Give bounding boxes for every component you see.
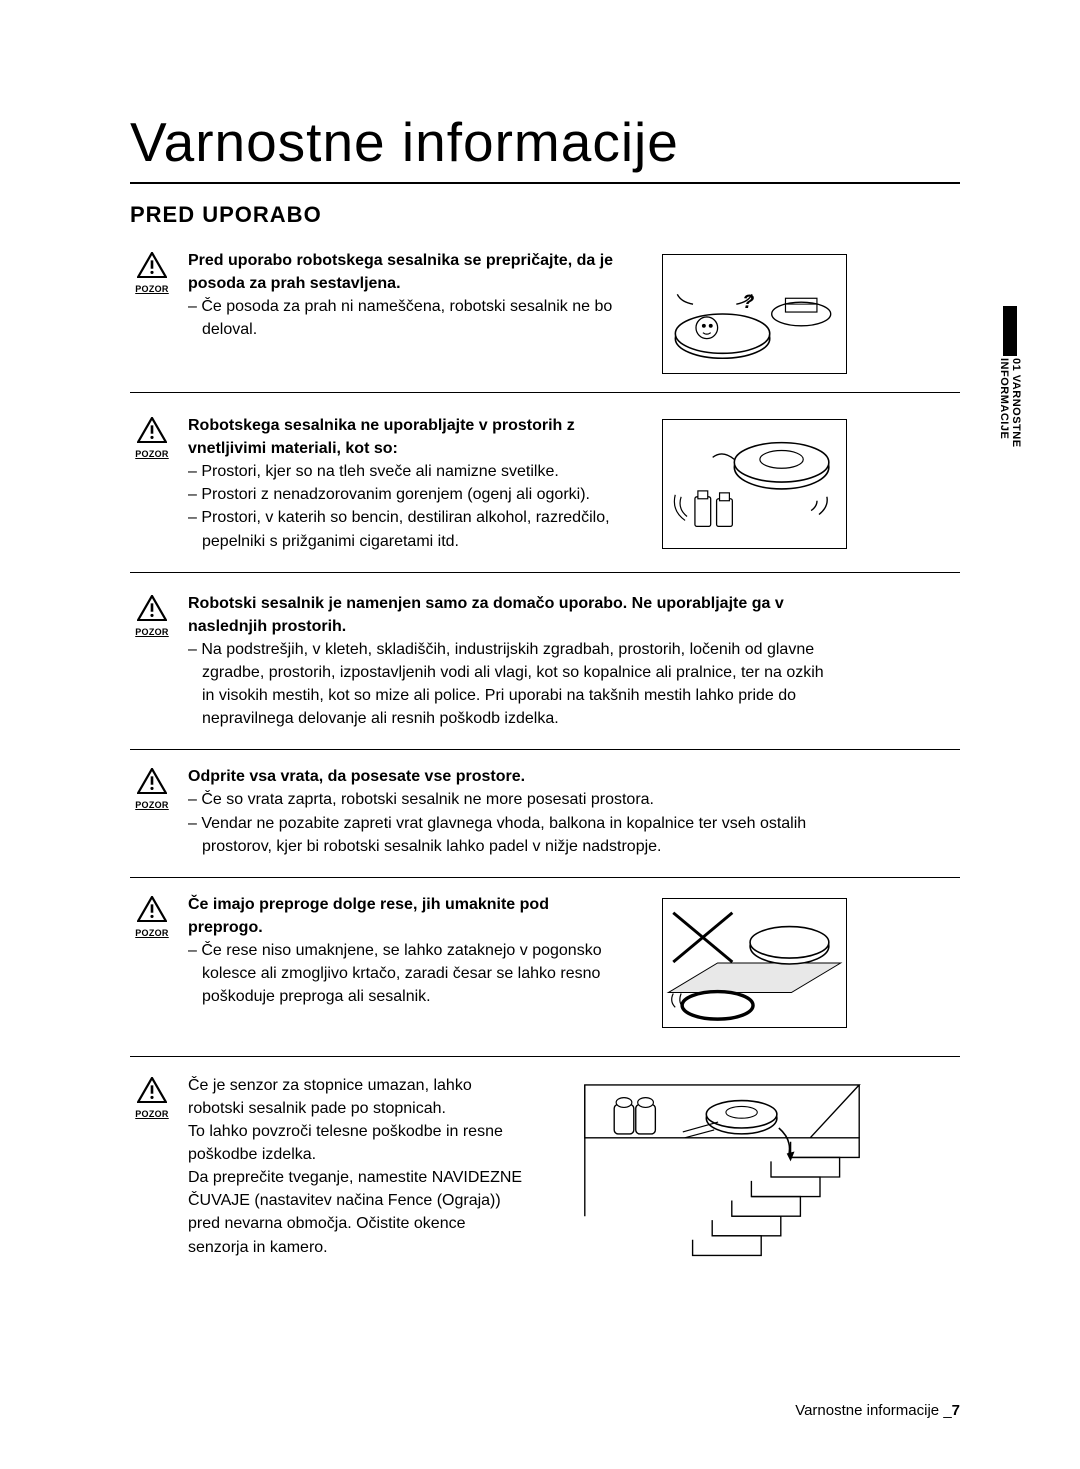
body-line: Če je senzor za stopnice umazan, lahko [188, 1075, 558, 1096]
page-title: Varnostne informacije [130, 110, 960, 184]
side-tab-text: 01 VARNOSTNE INFORMACIJE [998, 358, 1022, 526]
body-line: nepravilnega delovanje ali resnih poškod… [188, 708, 960, 729]
bold-line: Odprite vsa vrata, da posesate vse prost… [188, 766, 960, 787]
block-text: Odprite vsa vrata, da posesate vse prost… [188, 766, 960, 858]
body-line: robotski sesalnik pade po stopnicah. [188, 1098, 558, 1119]
block-text: Robotski sesalnik je namenjen samo za do… [188, 593, 960, 732]
body-line: ČUVAJE (nastavitev načina Fence (Ograja)… [188, 1190, 558, 1211]
caution-icon-col: POZOR [130, 250, 174, 374]
body-line: in visokih mestih, kot so mize ali polic… [188, 685, 960, 706]
body-line: poškoduje preproga ali sesalnik. [188, 986, 648, 1007]
illustration [662, 894, 847, 1028]
body-line: prostorov, kjer bi robotski sesalnik lah… [188, 836, 960, 857]
illustration: ? [662, 250, 847, 374]
body-line: – Prostori z nenadzorovanim gorenjem (og… [188, 484, 648, 505]
bold-line: Robotskega sesalnika ne uporabljajte v p… [188, 415, 648, 436]
bold-line: Pred uporabo robotskega sesalnika se pre… [188, 250, 648, 271]
body-line: – Vendar ne pozabite zapreti vrat glavne… [188, 813, 960, 834]
body-line: – Prostori, v katerih so bencin, destili… [188, 507, 648, 528]
body-line: – Na podstrešjih, v kleteh, skladiščih, … [188, 639, 960, 660]
warning-label: POZOR [130, 800, 174, 810]
body-line: pred nevarna območja. Očistite okence [188, 1213, 558, 1234]
caution-block-6: POZOR Če je senzor za stopnice umazan, l… [130, 1061, 960, 1293]
bold-line: posoda za prah sestavljena. [188, 273, 648, 294]
body-line: pepelniki s prižganimi cigaretami itd. [188, 531, 648, 552]
caution-icon-col: POZOR [130, 415, 174, 554]
warning-label: POZOR [130, 1109, 174, 1119]
warning-label: POZOR [130, 449, 174, 459]
warning-icon [137, 595, 167, 621]
caution-block-4: POZOR Odprite vsa vrata, da posesate vse… [130, 754, 960, 877]
warning-icon [137, 252, 167, 278]
warning-icon [137, 896, 167, 922]
warning-label: POZOR [130, 284, 174, 294]
body-line: – Če so vrata zaprta, robotski sesalnik … [188, 789, 960, 810]
body-line: Da preprečite tveganje, namestite NAVIDE… [188, 1167, 558, 1188]
bold-line: Robotski sesalnik je namenjen samo za do… [188, 593, 960, 614]
caution-icon-col: POZOR [130, 894, 174, 1028]
bold-line: preprogo. [188, 917, 648, 938]
body-line: kolesce ali zmogljivo krtačo, zaradi čes… [188, 963, 648, 984]
body-line: – Če posoda za prah ni nameščena, robots… [188, 296, 648, 317]
body-line: senzorja in kamero. [188, 1237, 558, 1258]
body-line: deloval. [188, 319, 648, 340]
body-line: zgradbe, prostorih, izpostavljenih vodi … [188, 662, 960, 683]
illustration [572, 1075, 872, 1275]
caution-block-1: POZOR Pred uporabo robotskega sesalnika … [130, 240, 960, 393]
bold-line: naslednjih prostorih. [188, 616, 960, 637]
body-line: poškodbe izdelka. [188, 1144, 558, 1165]
side-tab: 01 VARNOSTNE INFORMACIJE [996, 306, 1024, 526]
tab-marker [1003, 306, 1017, 356]
warning-icon [137, 768, 167, 794]
caution-block-2: POZOR Robotskega sesalnika ne uporabljaj… [130, 397, 960, 573]
warning-icon [137, 417, 167, 443]
illustration [662, 415, 847, 554]
block-text: Če imajo preproge dolge rese, jih umakni… [188, 894, 648, 1028]
body-line: To lahko povzroči telesne poškodbe in re… [188, 1121, 558, 1142]
body-line: – Prostori, kjer so na tleh sveče ali na… [188, 461, 648, 482]
body-line: – Če rese niso umaknjene, se lahko zatak… [188, 940, 648, 961]
bold-line: Če imajo preproge dolge rese, jih umakni… [188, 894, 648, 915]
bold-line: vnetljivimi materiali, kot so: [188, 438, 648, 459]
section-heading: PRED UPORABO [130, 202, 960, 228]
block-text: Pred uporabo robotskega sesalnika se pre… [188, 250, 648, 374]
page: 01 VARNOSTNE INFORMACIJE Varnostne infor… [0, 0, 1080, 1469]
warning-icon [137, 1077, 167, 1103]
caution-icon-col: POZOR [130, 766, 174, 858]
caution-icon-col: POZOR [130, 1075, 174, 1275]
caution-block-3: POZOR Robotski sesalnik je namenjen samo… [130, 577, 960, 751]
warning-label: POZOR [130, 627, 174, 637]
page-footer: Varnostne informacije _7 [795, 1402, 960, 1419]
footer-text: Varnostne informacije _ [795, 1402, 951, 1419]
caution-icon-col: POZOR [130, 593, 174, 732]
block-text: Robotskega sesalnika ne uporabljajte v p… [188, 415, 648, 554]
block-text: Če je senzor za stopnice umazan, lahko r… [188, 1075, 558, 1275]
warning-label: POZOR [130, 928, 174, 938]
caution-block-5: POZOR Če imajo preproge dolge rese, jih … [130, 882, 960, 1057]
page-number: 7 [952, 1402, 960, 1419]
